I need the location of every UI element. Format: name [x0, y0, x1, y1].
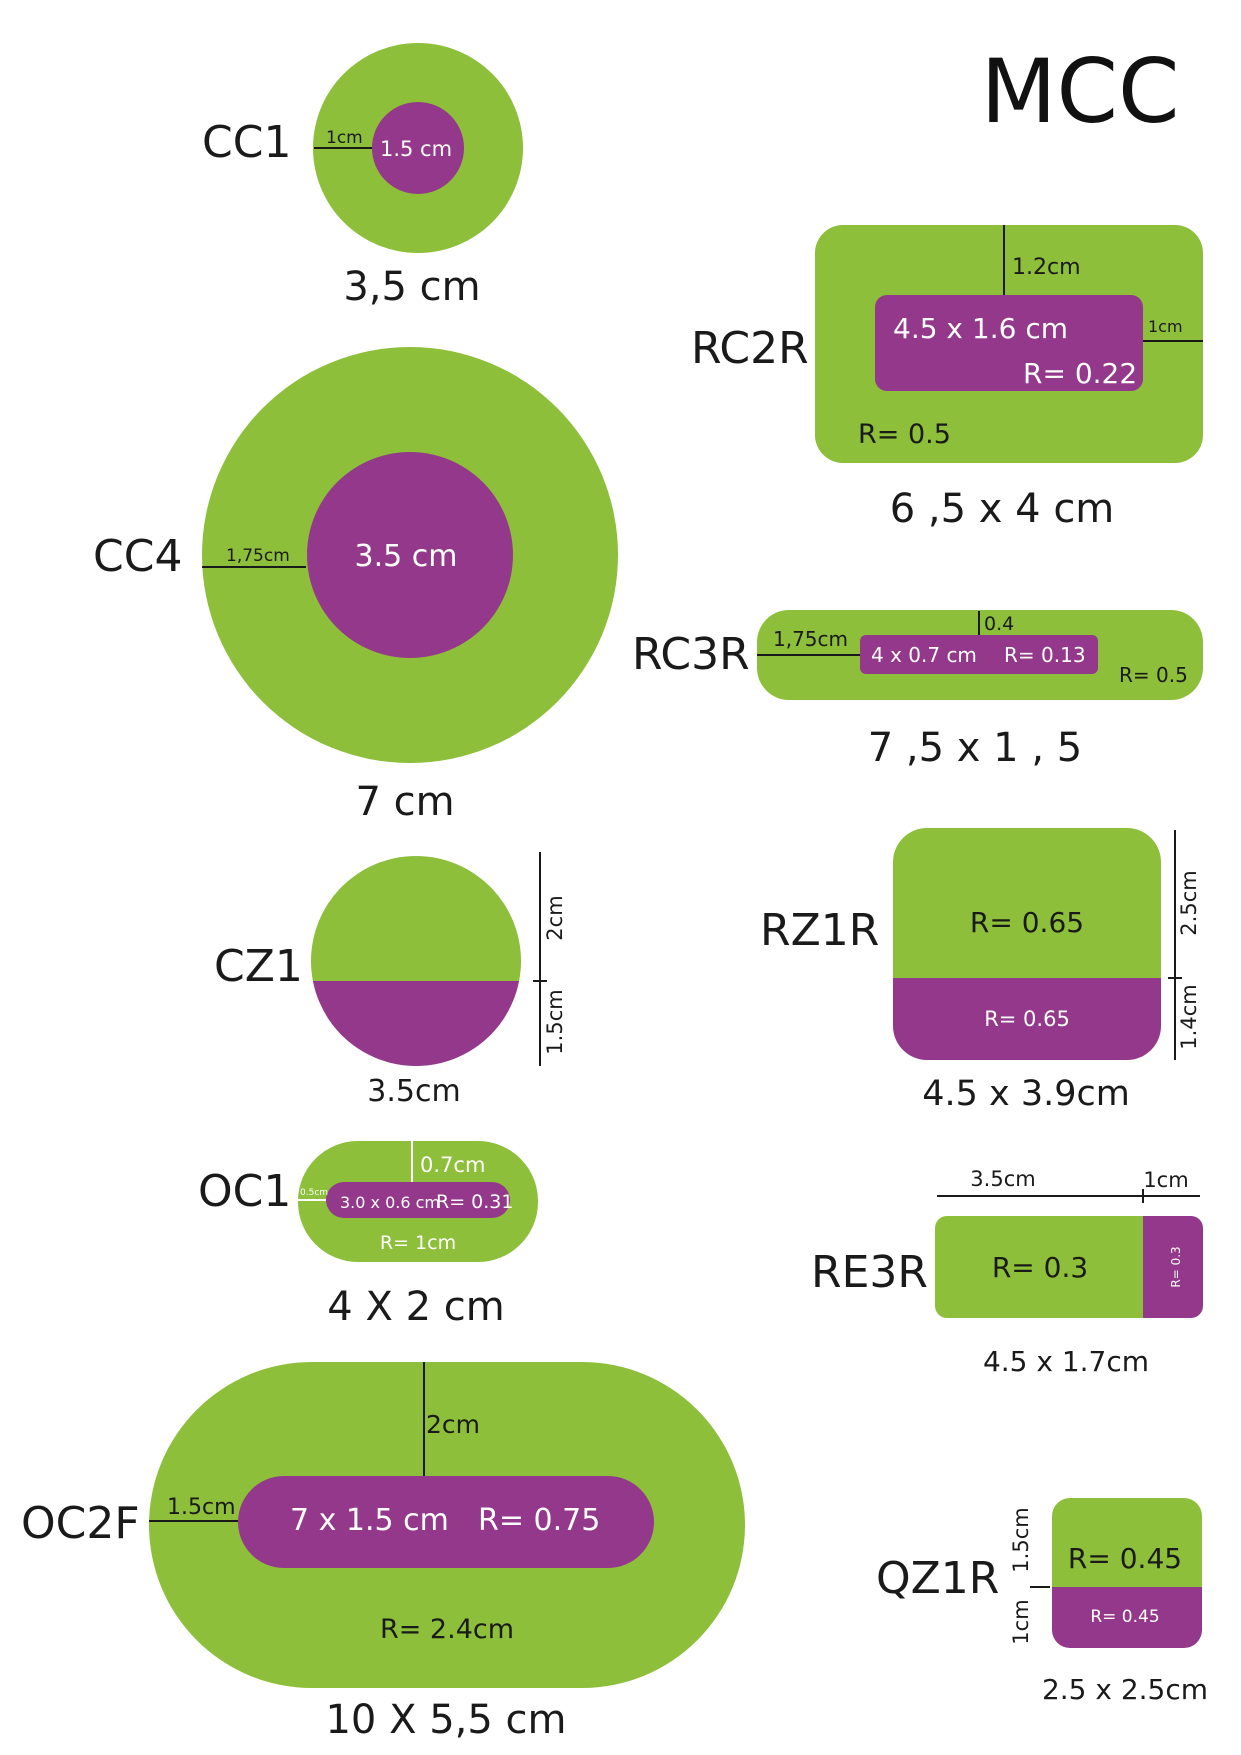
rc2r-inner-label: 4.5 x 1.6 cm [893, 312, 1068, 345]
shape-cc1: CC1 1cm 1.5 cm 3,5 cm [202, 43, 523, 310]
oc2f-size: 10 X 5,5 cm [325, 1697, 566, 1743]
cc4-size: 7 cm [355, 779, 454, 825]
re3r-label: RE3R [811, 1247, 928, 1298]
rc2r-inner-radius: R= 0.22 [1023, 357, 1137, 390]
oc1-inner-radius: R= 0.31 [436, 1191, 513, 1213]
shape-cz1: CZ1 2cm 1.5cm 3.5cm [214, 852, 567, 1109]
rc3r-side-label: 1,75cm [773, 627, 848, 651]
rz1r-top-label: 2.5cm [1177, 870, 1201, 935]
cz1-top-label: 2cm [543, 895, 567, 940]
re3r-left-part [935, 1216, 1143, 1318]
cz1-size: 3.5cm [367, 1074, 460, 1109]
oc1-inner-label: 3.0 x 0.6 cm [340, 1193, 440, 1212]
qz1r-bottom-label: 1cm [1009, 1599, 1033, 1644]
rc3r-inner-shape [860, 635, 1098, 674]
shape-oc2f: OC2F 2cm 1.5cm 7 x 1.5 cm R= 0.75 R= 2.4… [21, 1362, 745, 1743]
cc4-inner-circle [307, 452, 513, 658]
oc2f-label: OC2F [21, 1498, 140, 1549]
qz1r-bottom-radius: R= 0.45 [1090, 1607, 1159, 1627]
rc3r-size: 7 ,5 x 1 , 5 [868, 725, 1082, 771]
rz1r-top-part [893, 828, 1161, 978]
cc1-inner-label: 1.5 cm [380, 137, 452, 161]
re3r-right-part [1143, 1216, 1203, 1318]
cz1-bottom-label: 1.5cm [543, 989, 567, 1054]
shape-rz1r: RZ1R 2.5cm 1.4cm R= 0.65 R= 0.65 4.5 x 3… [760, 828, 1201, 1114]
oc2f-inner-label: 7 x 1.5 cm [290, 1503, 449, 1538]
oc1-label: OC1 [198, 1166, 291, 1217]
re3r-size: 4.5 x 1.7cm [983, 1345, 1149, 1378]
oc1-size: 4 X 2 cm [327, 1284, 504, 1330]
qz1r-bottom-part [1052, 1587, 1202, 1648]
shape-oc1: OC1 0.7cm 0.5cm 3.0 x 0.6 cm R= 0.31 R= … [198, 1141, 538, 1330]
re3r-right-label: 1cm [1143, 1168, 1188, 1192]
oc1-top-label: 0.7cm [420, 1153, 485, 1177]
re3r-left-radius: R= 0.3 [992, 1251, 1088, 1284]
oc1-inner-shape [326, 1182, 510, 1218]
re3r-right-radius: R= 0.3 [1169, 1246, 1183, 1287]
oc2f-top-label: 2cm [426, 1410, 480, 1439]
qz1r-top-part [1052, 1498, 1202, 1587]
rc3r-label: RC3R [632, 629, 750, 680]
oc2f-outer-radius: R= 2.4cm [380, 1614, 514, 1645]
cc4-border-label: 1,75cm [226, 546, 290, 566]
rc3r-outer-radius: R= 0.5 [1119, 663, 1188, 687]
cc4-label: CC4 [93, 531, 182, 582]
shape-rc2r: RC2R 1.2cm 1cm 4.5 x 1.6 cm R= 0.22 R= 0… [691, 225, 1203, 532]
oc1-outer-radius: R= 1cm [380, 1232, 456, 1254]
shape-re3r: RE3R 3.5cm 1cm R= 0.3 R= 0.3 4.5 x 1.7cm [811, 1167, 1203, 1378]
oc2f-side-label: 1.5cm [167, 1495, 236, 1520]
cz1-label: CZ1 [214, 941, 303, 992]
rc2r-side-label: 1cm [1148, 317, 1183, 336]
cz1-top-half [311, 856, 521, 981]
shape-cc4: CC4 1,75cm 3.5 cm 7 cm [93, 347, 618, 825]
rc2r-top-label: 1.2cm [1012, 255, 1081, 280]
oc1-side-label: 0.5cm [300, 1188, 328, 1198]
rc2r-size: 6 ,5 x 4 cm [890, 486, 1115, 532]
rc2r-outer-radius: R= 0.5 [858, 419, 951, 450]
page-title: MCC [981, 40, 1180, 143]
rz1r-size: 4.5 x 3.9cm [922, 1074, 1130, 1114]
qz1r-top-label: 1.5cm [1009, 1507, 1033, 1572]
cc1-border-label: 1cm [326, 128, 363, 148]
rz1r-bottom-radius: R= 0.65 [984, 1007, 1070, 1031]
qz1r-top-radius: R= 0.45 [1068, 1542, 1182, 1575]
re3r-left-label: 3.5cm [970, 1167, 1035, 1191]
oc2f-inner-radius: R= 0.75 [478, 1503, 600, 1538]
cz1-bottom-half [311, 981, 521, 1066]
cc1-label: CC1 [202, 117, 291, 168]
rc2r-inner-shape [875, 295, 1143, 391]
oc2f-inner-shape [238, 1476, 654, 1568]
rc3r-inner-label: 4 x 0.7 cm [871, 643, 977, 667]
rz1r-label: RZ1R [760, 905, 879, 956]
rz1r-bottom-label: 1.4cm [1177, 984, 1201, 1049]
rc2r-label: RC2R [691, 323, 809, 374]
shape-rc3r: RC3R 0.4 1,75cm 4 x 0.7 cm R= 0.13 R= 0.… [632, 610, 1203, 771]
rc3r-inner-radius: R= 0.13 [1004, 643, 1086, 667]
cc1-inner-circle [372, 102, 464, 194]
qz1r-size: 2.5 x 2.5cm [1042, 1673, 1208, 1706]
cc1-size: 3,5 cm [343, 264, 480, 310]
rz1r-bottom-part [893, 978, 1161, 1060]
qz1r-label: QZ1R [876, 1553, 999, 1604]
rz1r-top-radius: R= 0.65 [970, 906, 1084, 939]
shape-qz1r: QZ1R 1.5cm 1cm R= 0.45 R= 0.45 2.5 x 2.5… [876, 1498, 1208, 1706]
rc3r-top-label: 0.4 [984, 613, 1014, 635]
cc4-inner-label: 3.5 cm [355, 539, 458, 574]
